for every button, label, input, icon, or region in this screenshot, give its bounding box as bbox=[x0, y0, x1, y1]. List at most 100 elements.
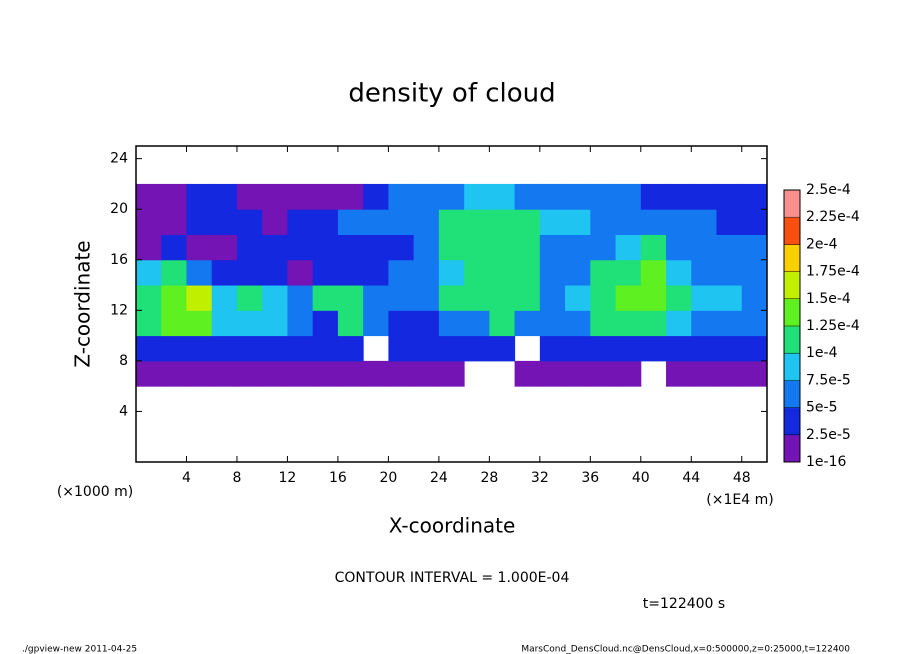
heat-cell bbox=[741, 234, 768, 261]
colorbar-swatch bbox=[784, 407, 800, 436]
colorbar-label: 1e-4 bbox=[806, 345, 838, 361]
heat-cell bbox=[337, 310, 364, 337]
heat-cell bbox=[438, 310, 465, 337]
y-tick-label: 12 bbox=[110, 302, 128, 318]
heat-cell bbox=[413, 183, 440, 210]
heat-cell bbox=[236, 209, 263, 235]
heat-cell bbox=[489, 310, 516, 337]
heat-cell bbox=[388, 234, 415, 261]
heat-cell bbox=[539, 360, 566, 387]
heat-cell bbox=[287, 183, 314, 210]
heat-cell bbox=[413, 259, 440, 286]
heat-cell bbox=[565, 285, 591, 311]
heat-cell bbox=[514, 259, 541, 286]
heat-cell bbox=[464, 310, 490, 337]
heat-cell bbox=[741, 209, 768, 235]
y-tick-label: 16 bbox=[110, 252, 128, 268]
time-note: t=122400 s bbox=[643, 596, 725, 612]
heat-cell bbox=[615, 234, 642, 261]
heat-cell bbox=[388, 183, 415, 210]
heat-cell bbox=[464, 234, 490, 261]
y-unit: (×1000 m) bbox=[57, 484, 133, 500]
heat-cell bbox=[211, 335, 238, 362]
heat-cell bbox=[666, 183, 692, 210]
heat-cell bbox=[590, 259, 617, 286]
heat-cell bbox=[136, 360, 162, 387]
colorbar-swatch bbox=[784, 217, 800, 245]
colorbar-swatch bbox=[784, 434, 800, 463]
heat-cell bbox=[161, 209, 187, 235]
heat-cell bbox=[236, 285, 263, 311]
heat-cell bbox=[514, 310, 541, 337]
x-tick-label: 40 bbox=[632, 470, 650, 486]
colorbar-swatch bbox=[784, 380, 800, 409]
heat-cell bbox=[716, 310, 743, 337]
heat-cell bbox=[741, 310, 768, 337]
heat-cell bbox=[666, 234, 692, 261]
heat-cell bbox=[287, 285, 314, 311]
chart-title: density of cloud bbox=[348, 79, 555, 109]
heat-cell bbox=[363, 209, 389, 235]
heat-cell bbox=[691, 310, 718, 337]
heat-cell bbox=[136, 310, 162, 337]
x-tick-label: 12 bbox=[279, 470, 297, 486]
heat-cell bbox=[539, 259, 566, 286]
heat-cell bbox=[539, 234, 566, 261]
x-tick-label: 24 bbox=[430, 470, 448, 486]
heat-cell bbox=[186, 234, 213, 261]
colorbar-swatch bbox=[784, 326, 800, 354]
heat-cell bbox=[211, 259, 238, 286]
heat-cell bbox=[363, 259, 389, 286]
y-axis-label: Z-coordinate bbox=[71, 240, 95, 367]
heat-cell bbox=[464, 259, 490, 286]
heat-cell bbox=[136, 234, 162, 261]
colorbar-swatch bbox=[784, 271, 800, 300]
heat-cell bbox=[590, 310, 617, 337]
heat-cell bbox=[615, 183, 642, 210]
heat-cell bbox=[136, 335, 162, 362]
heat-cell bbox=[741, 360, 768, 387]
heat-cell bbox=[287, 310, 314, 337]
heat-cell bbox=[262, 209, 288, 235]
heat-cell bbox=[211, 209, 238, 235]
heat-cell bbox=[615, 310, 642, 337]
heat-cell bbox=[287, 259, 314, 286]
heat-cell bbox=[640, 310, 667, 337]
heat-cell bbox=[691, 335, 718, 362]
heat-cell bbox=[211, 310, 238, 337]
heat-cell bbox=[514, 285, 541, 311]
footer-right: MarsCond_DensCloud.nc@DensCloud,x=0:5000… bbox=[521, 645, 850, 654]
heat-cell bbox=[262, 285, 288, 311]
heat-cell bbox=[363, 360, 389, 387]
heat-cell bbox=[716, 234, 743, 261]
heat-cell bbox=[640, 259, 667, 286]
heat-cell bbox=[565, 259, 591, 286]
heat-cell bbox=[741, 335, 768, 362]
heat-cell bbox=[388, 209, 415, 235]
heat-cell bbox=[363, 310, 389, 337]
heat-cell bbox=[438, 335, 465, 362]
heat-cell bbox=[236, 310, 263, 337]
heat-cell bbox=[716, 183, 743, 210]
heat-cell bbox=[666, 209, 692, 235]
heat-cell bbox=[363, 234, 389, 261]
colorbar-label: 2e-4 bbox=[806, 236, 838, 252]
heat-cell bbox=[590, 234, 617, 261]
heat-cell bbox=[640, 183, 667, 210]
heat-cell bbox=[262, 183, 288, 210]
heat-cell bbox=[464, 285, 490, 311]
heat-cell bbox=[363, 285, 389, 311]
heat-cell bbox=[236, 259, 263, 286]
heat-cell bbox=[186, 183, 213, 210]
y-tick-label: 24 bbox=[110, 151, 128, 167]
heat-cell bbox=[388, 360, 415, 387]
heat-cell bbox=[514, 234, 541, 261]
y-tick-label: 20 bbox=[110, 201, 128, 217]
x-tick-label: 44 bbox=[682, 470, 700, 486]
heat-cell bbox=[716, 209, 743, 235]
colorbar-label: 2.25e-4 bbox=[806, 209, 860, 225]
heat-cell bbox=[590, 335, 617, 362]
heat-cell bbox=[640, 335, 667, 362]
heat-cell bbox=[337, 285, 364, 311]
